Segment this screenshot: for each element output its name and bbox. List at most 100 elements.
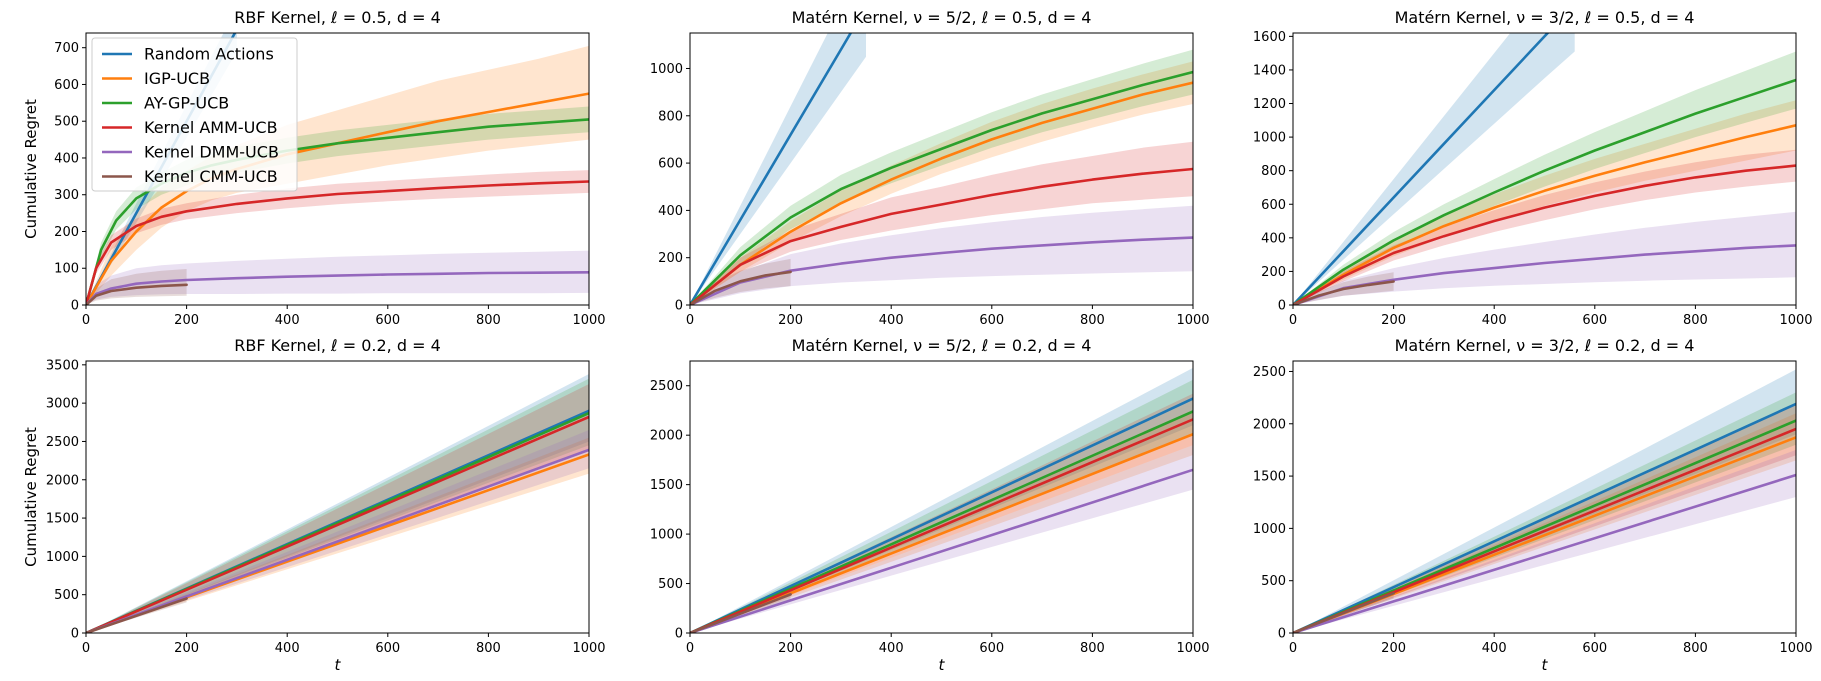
band-kernel-dmm-ucb [690,445,1193,633]
line-random-actions [690,397,1193,633]
y-tick-label: 2000 [46,473,79,488]
y-axis-label: Cumulative Regret [22,427,40,567]
legend-label: Kernel CMM-UCB [144,167,278,186]
y-tick-label: 0 [71,299,79,314]
x-tick-label: 1000 [1779,313,1812,328]
band-ay-gp-ucb [690,379,1193,633]
line-ay-gp-ucb [1293,78,1796,305]
y-tick-label: 500 [658,577,683,592]
line-kernel-cmm-ucb [690,593,792,633]
x-tick-label: 600 [1582,641,1607,656]
x-tick-label: 800 [1683,641,1708,656]
x-tick-label: 200 [1381,313,1406,328]
x-tick-label: 800 [476,641,501,656]
y-tick-label: 600 [1261,198,1286,213]
line-kernel-cmm-ucb [86,597,188,633]
legend: Random Actions IGP-UCB AY-GP-UCB Kernel AMM… [91,37,298,192]
y-tick-label: 500 [1261,574,1286,589]
band-igp-ucb [86,45,589,305]
subplot-title: Matérn Kernel, ν = 3/2, ℓ = 0.2, d = 4 [1395,336,1695,355]
axes-frame [85,360,590,634]
x-tick-label: 600 [979,313,1004,328]
y-tick-label: 800 [1261,164,1286,179]
x-tick-label: 1000 [1176,641,1209,656]
subplot-1: 0 200 400 600 800 1000 0 100 200 300 400 500 600 700 R… [22,8,606,328]
y-tick-label: 500 [54,588,79,603]
y-tick-label: 1500 [650,478,683,493]
line-kernel-cmm-ucb [86,283,188,305]
y-tick-label: 1500 [1253,470,1286,485]
subplot-title: Matérn Kernel, ν = 5/2, ℓ = 0.5, d = 4 [792,8,1092,27]
y-tick-label: 200 [1261,265,1286,280]
band-igp-ucb [86,437,589,633]
x-tick-label: 800 [476,313,501,328]
y-tick-label: 200 [658,251,683,266]
y-tick-label: 1000 [650,62,683,77]
x-tick-label: 1000 [1176,313,1209,328]
band-kernel-amm-ucb [86,384,589,633]
line-kernel-cmm-ucb [1293,280,1395,305]
y-tick-label: 400 [54,151,79,166]
y-tick-label: 2500 [46,435,79,450]
x-tick-label: 200 [1381,641,1406,656]
y-tick-label: 1200 [1253,97,1286,112]
y-tick-label: 1000 [650,528,683,543]
y-tick-label: 0 [675,627,683,642]
subplot-4: 0 200 400 600 800 1000 0 500 1000 1500 2000 2500 300… [22,336,606,674]
plot-area [1293,33,1796,305]
band-ay-gp-ucb [86,378,589,633]
y-tick-label: 200 [54,225,79,240]
y-tick-label: 1000 [46,550,79,565]
subplot-6: 0 200 400 600 800 1000 0 500 1000 1500 2000 2500 Mat… [1253,336,1813,674]
x-axis-label: t [1542,656,1549,674]
line-kernel-amm-ucb [690,418,1193,633]
band-kernel-amm-ucb [86,170,589,305]
y-tick-label: 100 [54,262,79,277]
band-random-actions [690,367,1193,633]
x-tick-label: 400 [275,641,300,656]
x-tick-label: 0 [686,313,694,328]
line-kernel-amm-ucb [690,167,1193,305]
x-tick-label: 800 [1080,641,1105,656]
x-tick-label: 0 [82,313,90,328]
y-tick-label: 1500 [46,512,79,527]
y-tick-label: 300 [54,188,79,203]
x-tick-label: 200 [778,641,803,656]
y-tick-label: 600 [658,157,683,172]
y-tick-label: 2500 [1253,365,1286,380]
y-tick-label: 1000 [1253,131,1286,146]
line-ay-gp-ucb [690,70,1193,305]
y-tick-label: 800 [658,109,683,124]
axes-frame [85,32,590,306]
y-tick-label: 700 [54,41,79,56]
y-tick-label: 1600 [1253,30,1286,45]
band-random-actions [1293,33,1575,305]
band-kernel-dmm-ucb [86,430,589,633]
line-random-actions [1293,402,1796,633]
x-tick-label: 400 [879,641,904,656]
x-axis-label: t [335,656,342,674]
band-igp-ucb [690,61,1193,305]
band-ay-gp-ucb [1293,392,1796,633]
legend-label: AY-GP-UCB [144,94,229,113]
x-tick-label: 0 [82,641,90,656]
subplot-title: RBF Kernel, ℓ = 0.5, d = 4 [234,8,441,27]
y-axis-label: Cumulative Regret [22,99,40,239]
x-tick-label: 600 [375,313,400,328]
subplot-title: Matérn Kernel, ν = 3/2, ℓ = 0.5, d = 4 [1395,8,1695,27]
x-tick-label: 400 [275,313,300,328]
x-tick-label: 400 [1482,641,1507,656]
x-axis-label: t [939,656,946,674]
subplot-5: 0 200 400 600 800 1000 0 500 1000 1500 2000 2500 Mat… [650,336,1210,674]
plot-area [1293,369,1796,633]
x-tick-label: 400 [1482,313,1507,328]
line-kernel-amm-ucb [1293,164,1796,305]
x-tick-label: 600 [979,641,1004,656]
legend-label: Kernel AMM-UCB [144,118,278,137]
x-tick-label: 800 [1080,313,1105,328]
band-random-actions [86,374,589,633]
y-tick-label: 0 [675,299,683,314]
subplot-3: 0 200 400 600 800 1000 0 200 400 600 800 1000 1200 14… [1253,8,1813,328]
line-kernel-dmm-ucb [690,468,1193,633]
